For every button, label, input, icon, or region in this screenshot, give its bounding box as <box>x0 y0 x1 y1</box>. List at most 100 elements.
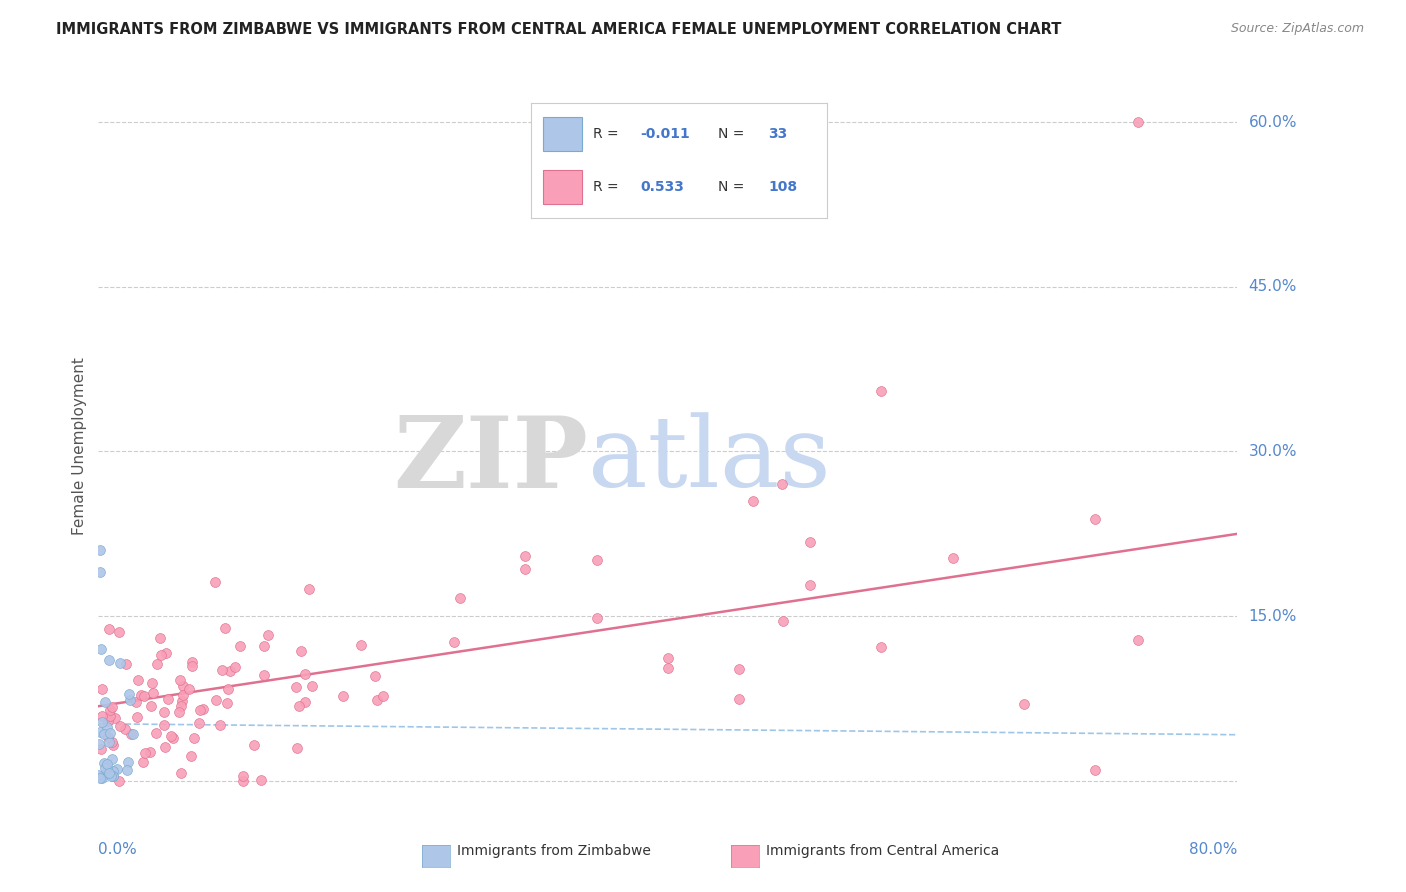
Point <box>87 738 110 752</box>
Point <box>108 719 131 733</box>
Point <box>118 693 141 707</box>
Point <box>219 664 242 678</box>
Text: Source: ZipAtlas.com: Source: ZipAtlas.com <box>1230 22 1364 36</box>
Point <box>942 550 965 565</box>
Point <box>89 543 111 558</box>
Point <box>115 657 138 672</box>
Point <box>180 655 202 669</box>
Point <box>96 721 118 735</box>
Point <box>585 611 607 625</box>
Point <box>172 694 194 708</box>
Point <box>799 535 821 549</box>
Point <box>294 695 316 709</box>
Point <box>232 769 254 783</box>
Point <box>97 730 120 744</box>
Point <box>100 752 122 766</box>
Point <box>134 689 156 703</box>
Text: 60.0%: 60.0% <box>1249 115 1296 129</box>
Point <box>243 738 266 752</box>
Point <box>156 692 179 706</box>
Point <box>149 648 172 663</box>
Point <box>301 679 323 693</box>
Point <box>97 765 120 780</box>
Point <box>153 718 176 732</box>
Point <box>101 769 124 783</box>
Point <box>364 668 387 682</box>
Point <box>96 757 118 772</box>
Point <box>188 703 211 717</box>
Point <box>93 756 115 771</box>
Point <box>172 680 194 694</box>
Point <box>87 768 110 782</box>
Point <box>155 647 177 661</box>
Point <box>187 715 209 730</box>
Point <box>169 766 191 780</box>
Text: 0.0%: 0.0% <box>98 842 138 856</box>
Point <box>772 614 794 628</box>
Point <box>294 667 316 681</box>
Point <box>94 695 117 709</box>
Point <box>96 714 118 729</box>
Text: 45.0%: 45.0% <box>1249 279 1296 294</box>
Point <box>101 738 124 752</box>
Point <box>104 711 127 725</box>
Point <box>101 735 124 749</box>
Point <box>799 578 821 592</box>
Point <box>870 640 893 655</box>
Point <box>91 682 114 697</box>
Point <box>204 574 226 589</box>
Point <box>193 701 215 715</box>
Point <box>146 657 169 671</box>
Point <box>177 681 200 696</box>
Point <box>91 772 114 786</box>
Point <box>169 673 191 688</box>
Point <box>214 621 236 635</box>
Point <box>657 661 679 675</box>
Point <box>91 714 114 729</box>
Point <box>98 653 121 667</box>
Point <box>1084 763 1107 777</box>
Point <box>107 773 129 788</box>
Point <box>90 742 112 756</box>
Point <box>224 660 246 674</box>
Point <box>96 760 118 774</box>
Y-axis label: Female Unemployment: Female Unemployment <box>72 357 87 535</box>
Point <box>285 680 308 694</box>
Point <box>125 695 148 709</box>
Point <box>211 663 233 677</box>
Point <box>148 631 170 645</box>
Point <box>90 642 112 657</box>
Text: IMMIGRANTS FROM ZIMBABWE VS IMMIGRANTS FROM CENTRAL AMERICA FEMALE UNEMPLOYMENT : IMMIGRANTS FROM ZIMBABWE VS IMMIGRANTS F… <box>56 22 1062 37</box>
Point <box>350 639 373 653</box>
Point <box>134 746 156 760</box>
Point <box>215 696 238 710</box>
Text: 15.0%: 15.0% <box>1249 608 1296 624</box>
Point <box>108 656 131 670</box>
Point <box>153 740 176 755</box>
Point <box>114 723 136 737</box>
Point <box>132 756 155 770</box>
Point <box>101 764 124 779</box>
Point <box>366 692 388 706</box>
Point <box>89 771 111 785</box>
Point <box>101 769 124 783</box>
Point <box>217 681 239 696</box>
Point <box>162 731 184 746</box>
Text: 30.0%: 30.0% <box>1249 444 1296 459</box>
Point <box>728 691 751 706</box>
Point <box>107 762 129 776</box>
Point <box>332 690 354 704</box>
Point <box>169 705 191 719</box>
Point <box>89 566 111 580</box>
Point <box>94 760 117 774</box>
Point <box>443 635 465 649</box>
Point <box>180 749 202 764</box>
Point <box>98 622 121 636</box>
Point <box>93 726 115 740</box>
Text: atlas: atlas <box>588 412 831 508</box>
Text: Immigrants from Zimbabwe: Immigrants from Zimbabwe <box>457 844 651 858</box>
Point <box>770 477 793 491</box>
Point <box>728 663 751 677</box>
Point <box>98 708 121 723</box>
Point <box>180 659 202 673</box>
